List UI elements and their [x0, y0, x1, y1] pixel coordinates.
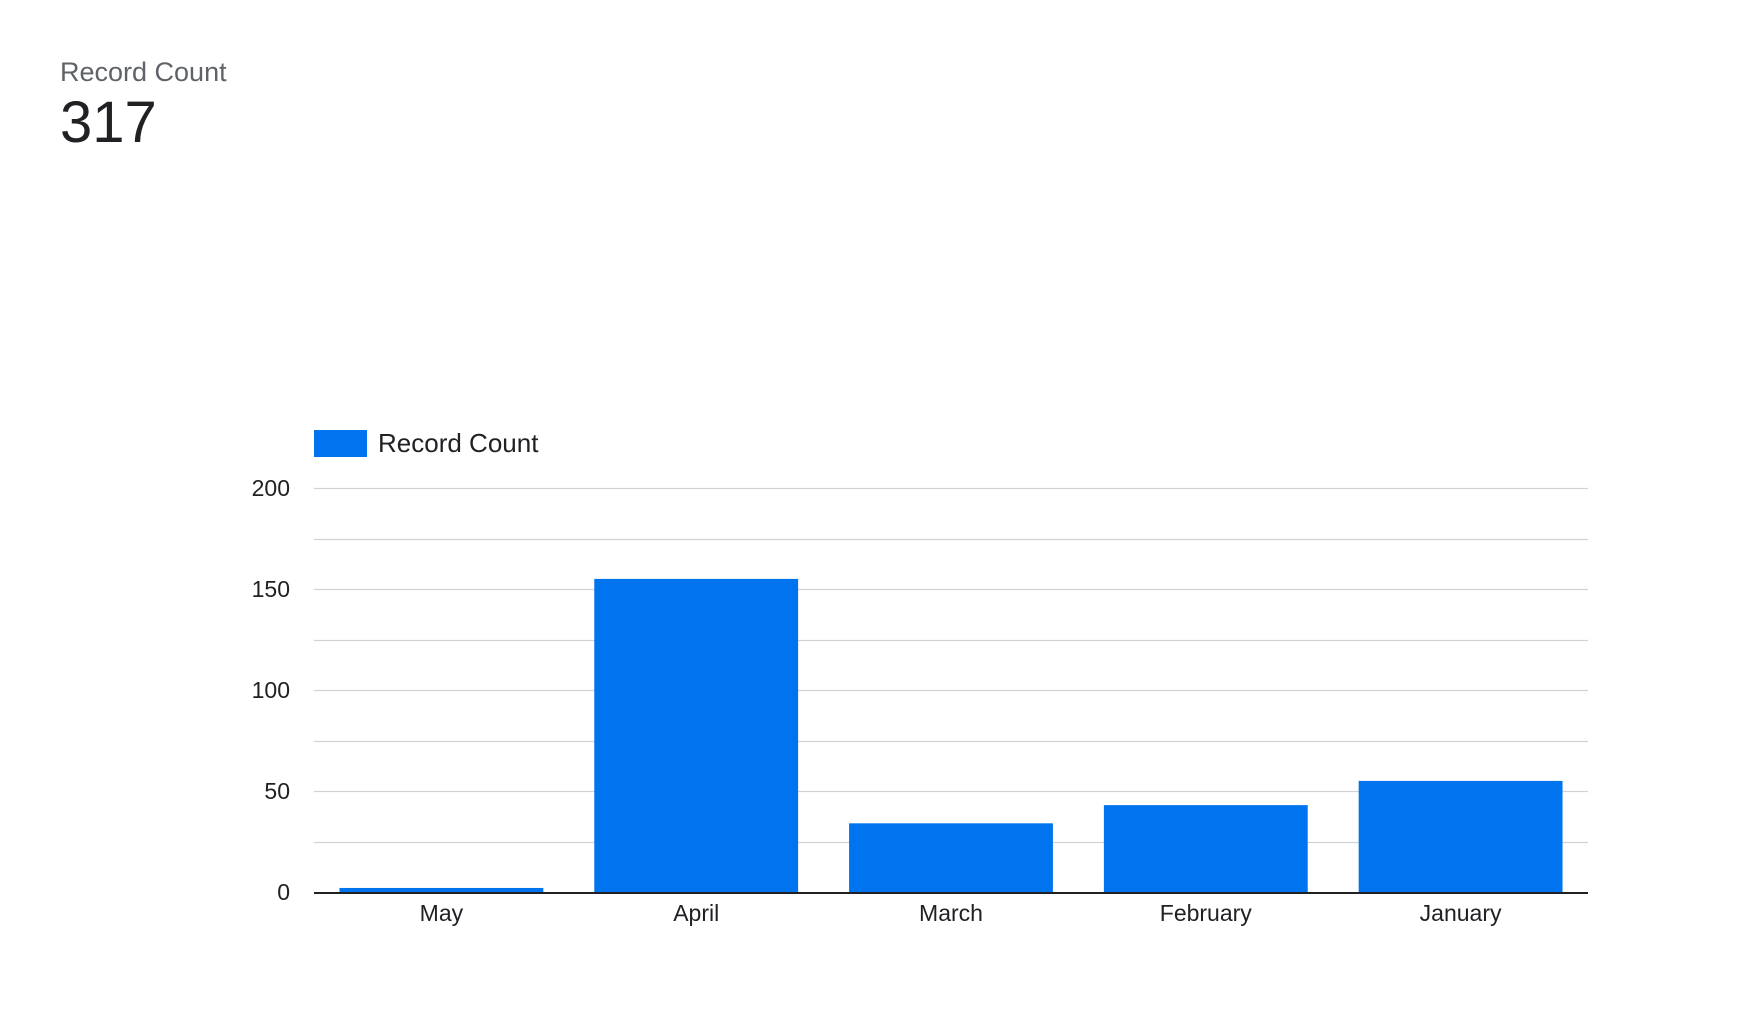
x-tick-label: May	[420, 900, 464, 926]
bars	[339, 578, 1563, 892]
scorecard: Record Count 317	[60, 52, 227, 156]
y-tick-label: 100	[252, 677, 290, 703]
bar-january[interactable]	[1358, 780, 1563, 892]
y-tick-label: 200	[252, 475, 290, 501]
gridlines	[314, 487, 1588, 844]
bar-march[interactable]	[849, 823, 1053, 892]
legend[interactable]: Record Count	[314, 428, 539, 458]
legend-label: Record Count	[378, 428, 539, 458]
scorecard-value: 317	[60, 90, 157, 155]
legend-swatch	[314, 430, 367, 457]
x-tick-label: March	[919, 900, 983, 926]
x-tick-label: February	[1160, 900, 1253, 926]
x-axis-ticks: May April March February January	[420, 900, 1502, 926]
bar-february[interactable]	[1103, 805, 1308, 892]
scorecard-label: Record Count	[60, 57, 227, 87]
y-tick-label: 0	[277, 879, 290, 905]
x-tick-label: January	[1420, 900, 1502, 926]
y-tick-label: 50	[264, 778, 290, 804]
x-tick-label: April	[673, 900, 719, 926]
y-axis-ticks: 0 50 100 150 200	[252, 475, 290, 905]
bar-may[interactable]	[339, 887, 544, 892]
bar-april[interactable]	[594, 578, 799, 892]
y-tick-label: 150	[252, 576, 290, 602]
